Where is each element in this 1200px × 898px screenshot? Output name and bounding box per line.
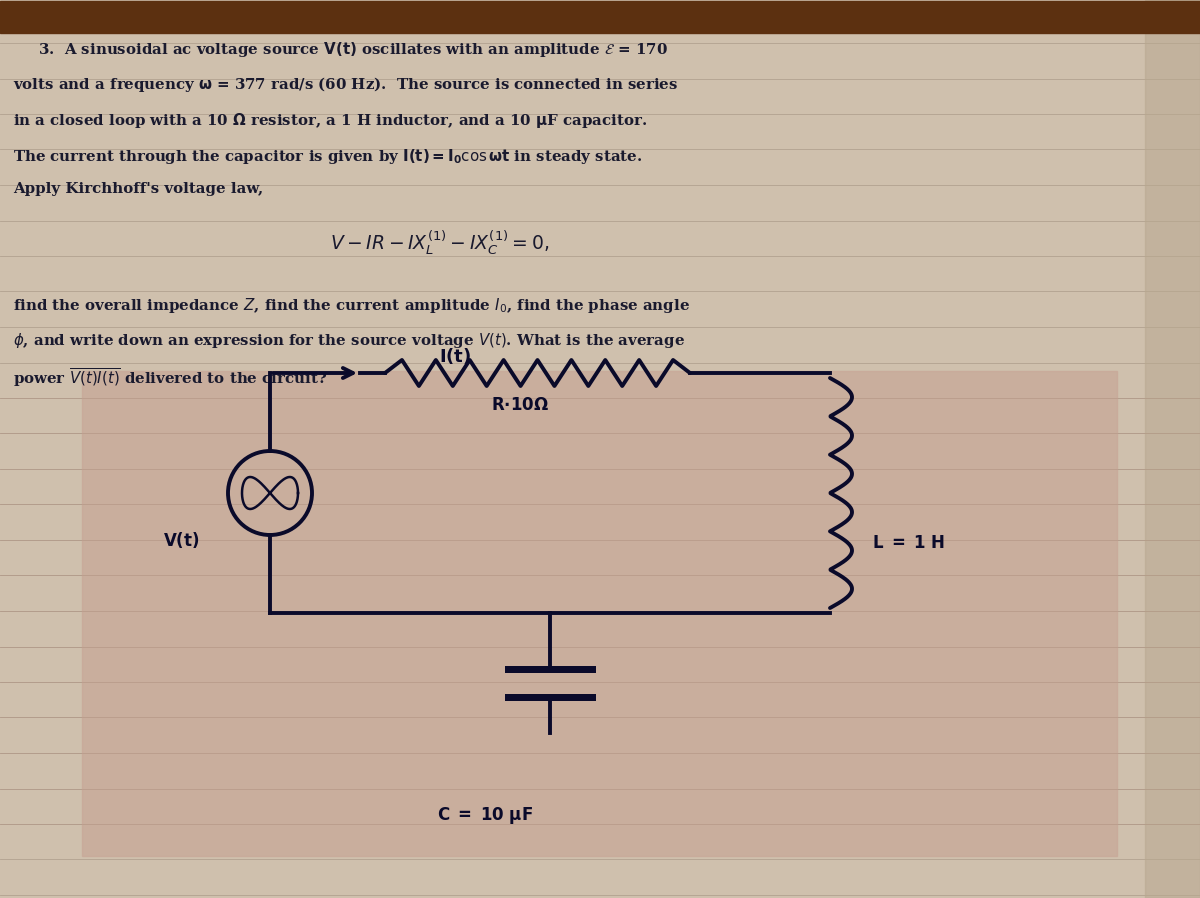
Text: $\phi$, and write down an expression for the source voltage $V(t)$. What is the : $\phi$, and write down an expression for… xyxy=(13,331,685,350)
Text: $\mathbf{R{\cdot}10\Omega}$: $\mathbf{R{\cdot}10\Omega}$ xyxy=(491,398,550,415)
Text: $\mathbf{L\ {=}\ 1\ H}$: $\mathbf{L\ {=}\ 1\ H}$ xyxy=(872,534,946,551)
Text: $\mathbf{C\ {=}\ 10\ \mu F}$: $\mathbf{C\ {=}\ 10\ \mu F}$ xyxy=(437,806,533,826)
Text: 3.  A sinusoidal ac voltage source $\mathbf{V(t)}$ oscillates with an amplitude : 3. A sinusoidal ac voltage source $\math… xyxy=(38,40,668,59)
Text: $\mathbf{I(t)}$: $\mathbf{I(t)}$ xyxy=(439,346,472,366)
Text: $\mathbf{V(t)}$: $\mathbf{V(t)}$ xyxy=(163,530,200,550)
Bar xyxy=(0,1,1200,33)
Text: find the overall impedance $Z$, find the current amplitude $I_0$, find the phase: find the overall impedance $Z$, find the… xyxy=(13,295,690,314)
Text: Apply Kirchhoff's voltage law,: Apply Kirchhoff's voltage law, xyxy=(13,182,263,196)
Text: The current through the capacitor is given by $\mathbf{I(t) = I_0\cos\omega t}$ : The current through the capacitor is giv… xyxy=(13,146,642,165)
Bar xyxy=(82,371,1117,856)
Text: $V - IR - IX_L^{(1)} - IX_C^{(1)} = 0,$: $V - IR - IX_L^{(1)} - IX_C^{(1)} = 0,$ xyxy=(330,228,550,257)
Text: volts and a frequency $\mathbf{\omega}$ = 377 rad/s (60 Hz).  The source is conn: volts and a frequency $\mathbf{\omega}$ … xyxy=(13,75,678,94)
Bar xyxy=(1145,0,1200,898)
Text: power $\overline{V(t)I(t)}$ delivered to the circuit?: power $\overline{V(t)I(t)}$ delivered to… xyxy=(13,366,328,390)
Text: in a closed loop with a 10 $\mathbf{\Omega}$ resistor, a 1 H inductor, and a 10 : in a closed loop with a 10 $\mathbf{\Ome… xyxy=(13,111,647,130)
